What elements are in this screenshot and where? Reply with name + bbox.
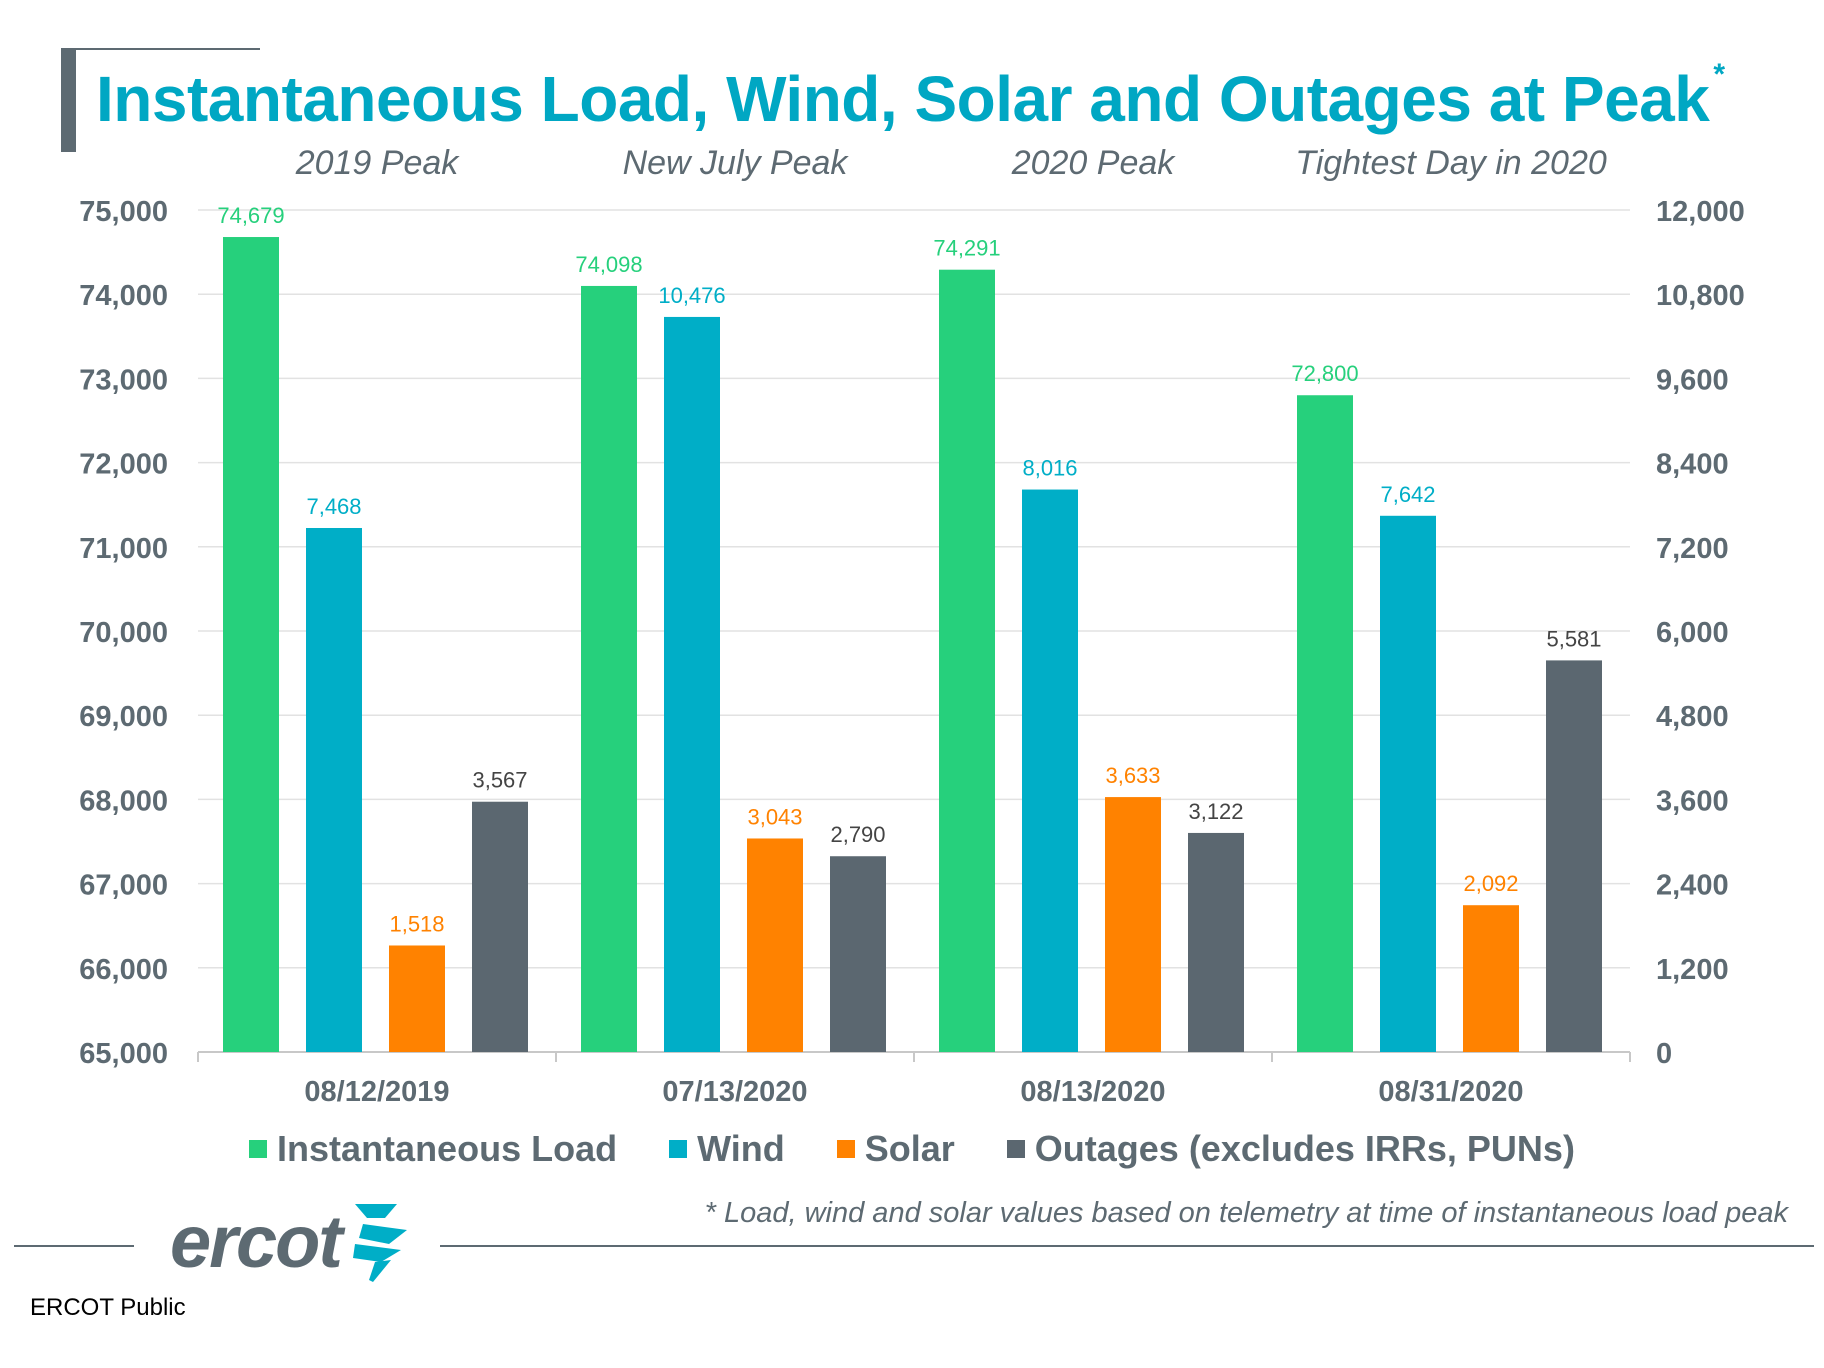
footnote: * Load, wind and solar values based on t… <box>704 1197 1788 1229</box>
bar-outages <box>1546 660 1602 1052</box>
footer-rule-left <box>14 1245 134 1247</box>
bar-solar <box>1105 797 1161 1052</box>
bar-load <box>223 237 279 1052</box>
y-left-tick-label: 74,000 <box>79 280 168 312</box>
title-rule <box>64 48 260 50</box>
data-label-outages: 3,567 <box>472 768 527 793</box>
bar-outages <box>1188 832 1244 1052</box>
group-label: Tightest Day in 2020 <box>1295 144 1607 182</box>
chart-title: Instantaneous Load, Wind, Solar and Outa… <box>96 58 1725 136</box>
group-label: New July Peak <box>623 144 850 182</box>
data-label-wind: 7,642 <box>1380 482 1435 507</box>
legend-label-solar: Solar <box>864 1128 955 1169</box>
bar-outages <box>472 801 528 1052</box>
bar-load <box>581 285 637 1053</box>
bar-solar <box>389 945 445 1052</box>
legend-label-outages: Outages (excludes IRRs, PUNs) <box>1034 1128 1575 1169</box>
ercot-logo: ercot <box>170 1200 411 1284</box>
bar-solar <box>1463 905 1519 1052</box>
bar-wind <box>306 527 362 1052</box>
y-left-tick-label: 69,000 <box>79 701 168 733</box>
y-left-tick-label: 68,000 <box>79 785 168 817</box>
bar-solar <box>747 838 803 1052</box>
data-label-solar: 2,092 <box>1463 871 1518 896</box>
legend-item-wind: Wind <box>669 1128 785 1170</box>
data-label-outages: 5,581 <box>1546 626 1601 651</box>
y-right-tick-label: 6,000 <box>1656 617 1729 649</box>
y-right-tick-label: 1,200 <box>1656 954 1729 986</box>
data-label-load: 74,291 <box>933 236 1000 261</box>
data-label-load: 74,098 <box>575 252 642 277</box>
bar-load <box>1297 395 1353 1052</box>
y-left-tick-label: 75,000 <box>79 196 168 228</box>
y-right-tick-label: 4,800 <box>1656 701 1729 733</box>
group-label: 2020 Peak <box>1011 144 1177 182</box>
legend-swatch-solar <box>836 1140 855 1158</box>
data-label-solar: 3,633 <box>1105 763 1160 788</box>
data-label-load: 74,679 <box>217 203 284 228</box>
bar-load <box>939 269 995 1052</box>
bar-outages <box>830 856 886 1052</box>
bar-wind <box>1380 515 1436 1052</box>
classification-label: ERCOT Public <box>30 1294 186 1321</box>
legend-swatch-outages <box>1006 1140 1025 1158</box>
y-left-tick-label: 73,000 <box>79 364 168 396</box>
legend-swatch-wind <box>669 1140 688 1158</box>
y-left-tick-label: 66,000 <box>79 954 168 986</box>
legend-item-solar: Solar <box>836 1128 955 1170</box>
legend-item-outages: Outages (excludes IRRs, PUNs) <box>1006 1128 1575 1170</box>
y-right-tick-label: 0 <box>1656 1038 1672 1070</box>
texas-bolt-icon <box>352 1204 407 1282</box>
legend-label-load: Instantaneous Load <box>277 1128 618 1169</box>
y-right-tick-label: 8,400 <box>1656 449 1729 481</box>
y-right-tick-label: 12,000 <box>1656 196 1745 228</box>
data-label-wind: 10,476 <box>658 283 725 308</box>
legend: Instantaneous Load Wind Solar Outages (e… <box>0 1128 1824 1170</box>
y-left-tick-label: 70,000 <box>79 617 168 649</box>
x-tick-label: 08/13/2020 <box>1020 1076 1165 1108</box>
y-right-tick-label: 2,400 <box>1656 870 1729 902</box>
bar-wind <box>1022 489 1078 1052</box>
title-asterisk: * <box>1713 58 1725 91</box>
legend-item-load: Instantaneous Load <box>249 1128 617 1170</box>
data-label-load: 72,800 <box>1291 361 1358 386</box>
x-tick-label: 08/12/2019 <box>304 1076 449 1108</box>
y-right-tick-label: 10,800 <box>1656 280 1745 312</box>
title-text: Instantaneous Load, Wind, Solar and Outa… <box>96 63 1710 135</box>
y-left-tick-label: 67,000 <box>79 870 168 902</box>
y-left-tick-label: 65,000 <box>79 1038 168 1070</box>
y-right-tick-label: 9,600 <box>1656 364 1729 396</box>
y-right-tick-label: 7,200 <box>1656 533 1729 565</box>
data-label-wind: 8,016 <box>1022 456 1077 481</box>
data-label-outages: 2,790 <box>830 822 885 847</box>
title-accent-bar <box>61 48 76 152</box>
x-tick-label: 08/31/2020 <box>1378 1076 1523 1108</box>
legend-label-wind: Wind <box>697 1128 785 1169</box>
y-left-tick-label: 72,000 <box>79 449 168 481</box>
y-right-tick-label: 3,600 <box>1656 785 1729 817</box>
logo-wordmark: ercot <box>170 1200 343 1283</box>
data-label-solar: 1,518 <box>389 911 444 936</box>
legend-swatch-load <box>249 1140 268 1158</box>
data-label-outages: 3,122 <box>1188 799 1243 824</box>
bar-wind <box>664 316 720 1053</box>
y-left-tick-label: 71,000 <box>79 533 168 565</box>
footer-rule-right <box>440 1245 1814 1247</box>
x-tick-label: 07/13/2020 <box>662 1076 807 1108</box>
data-label-wind: 7,468 <box>306 494 361 519</box>
group-label: 2019 Peak <box>295 144 461 182</box>
data-label-solar: 3,043 <box>747 804 802 829</box>
